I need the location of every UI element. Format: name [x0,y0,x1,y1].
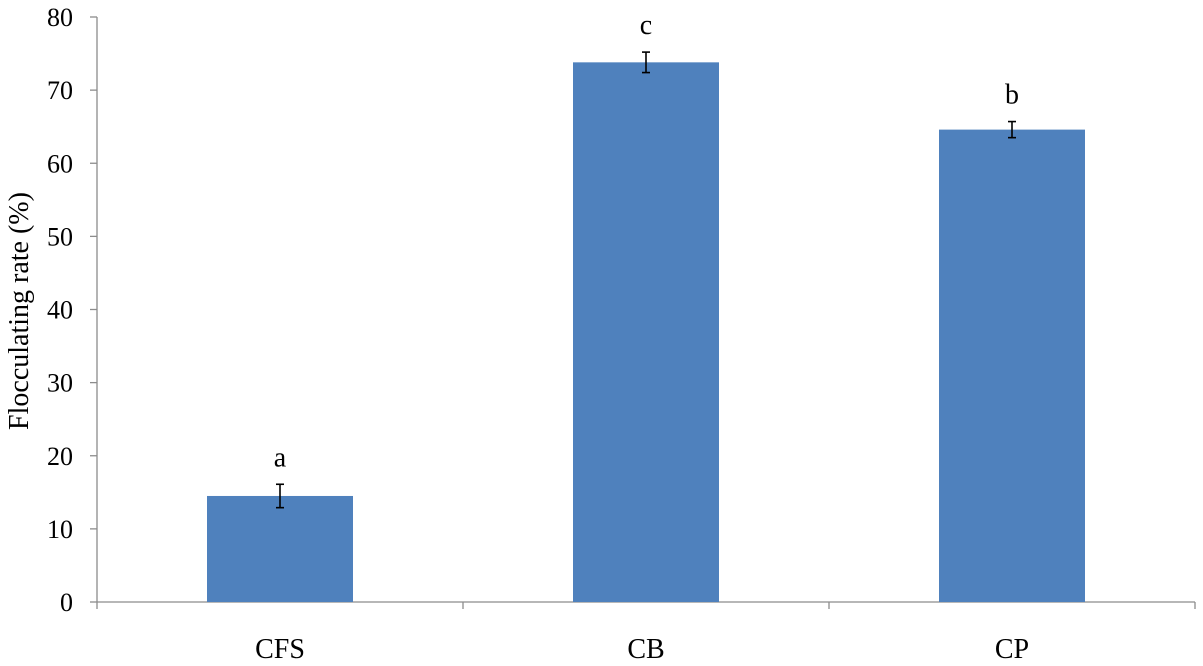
bars [207,62,1085,603]
y-tick-label: 20 [47,442,73,471]
y-tick-label: 80 [47,3,73,32]
significance-label: a [274,442,287,473]
y-tick-label: 70 [47,76,73,105]
bar-cfs [207,495,353,602]
y-tick-label: 30 [47,369,73,398]
y-tick-label: 10 [47,515,73,544]
significance-label: c [640,10,652,41]
y-tick-label: 0 [60,588,73,617]
error-bar [642,51,650,74]
error-bar [1008,120,1016,139]
y-axis: 0 10 20 30 40 50 60 70 80 [47,3,98,617]
bar-cp [939,129,1085,603]
y-axis-title: Flocculating rate (%) [4,192,35,430]
bar-labels: a c b [274,10,1019,473]
y-tick-label: 60 [47,149,73,178]
error-bar [276,483,284,509]
error-bars [276,51,1016,509]
y-tick-label: 50 [47,222,73,251]
x-category-label: CFS [255,634,305,665]
x-category-label: CB [627,634,664,665]
x-axis: CFS CB CP [96,601,1196,665]
significance-label: b [1005,80,1019,111]
bar-cb [573,62,719,602]
x-category-label: CP [995,634,1029,665]
y-tick-label: 40 [47,296,73,325]
